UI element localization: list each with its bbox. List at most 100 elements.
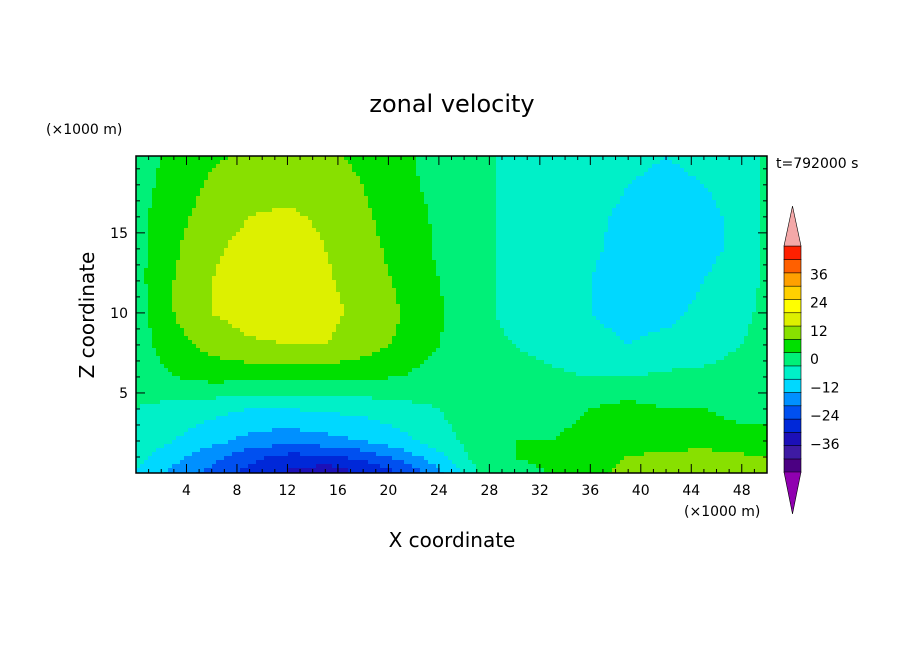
heatmap-cell — [636, 268, 641, 273]
heatmap-cell — [500, 240, 505, 245]
heatmap-cell — [624, 232, 629, 237]
heatmap-cell — [272, 280, 277, 285]
heatmap-cell — [208, 192, 213, 197]
heatmap-cell — [212, 204, 217, 209]
heatmap-cell — [732, 272, 737, 277]
heatmap-cell — [708, 244, 713, 249]
heatmap-cell — [532, 208, 537, 213]
heatmap-cell — [420, 216, 425, 221]
heatmap-cell — [764, 240, 768, 245]
heatmap-cell — [440, 208, 445, 213]
heatmap-cell — [372, 224, 377, 229]
heatmap-cell — [468, 204, 473, 209]
heatmap-cell — [464, 200, 469, 205]
heatmap-cell — [764, 184, 768, 189]
heatmap-cell — [744, 236, 749, 241]
heatmap-cell — [404, 212, 409, 217]
heatmap-cell — [564, 188, 569, 193]
heatmap-cell — [244, 240, 249, 245]
heatmap-cell — [684, 176, 689, 181]
heatmap-cell — [444, 192, 449, 197]
heatmap-cell — [332, 216, 337, 221]
heatmap-cell — [584, 268, 589, 273]
heatmap-cell — [456, 276, 461, 281]
heatmap-cell — [728, 180, 733, 185]
heatmap-cell — [608, 252, 613, 257]
heatmap-cell — [504, 192, 509, 197]
heatmap-cell — [544, 256, 549, 261]
heatmap-cell — [512, 228, 517, 233]
heatmap-cell — [548, 204, 553, 209]
heatmap-cell — [332, 184, 337, 189]
heatmap-cell — [416, 156, 421, 161]
heatmap-cell — [140, 264, 145, 269]
heatmap-cell — [424, 252, 429, 257]
heatmap-cell — [460, 204, 465, 209]
heatmap-cell — [692, 200, 697, 205]
heatmap-cell — [208, 200, 213, 205]
heatmap-cell — [156, 208, 161, 213]
heatmap-cell — [524, 236, 529, 241]
heatmap-cell — [644, 228, 649, 233]
heatmap-cell — [596, 244, 601, 249]
heatmap-cell — [736, 236, 741, 241]
heatmap-cell — [740, 192, 745, 197]
heatmap-cell — [328, 164, 333, 169]
heatmap-cell — [688, 208, 693, 213]
heatmap-cell — [224, 176, 229, 181]
heatmap-cell — [184, 272, 189, 277]
heatmap-cell — [452, 272, 457, 277]
heatmap-cell — [400, 192, 405, 197]
heatmap-cell — [340, 260, 345, 265]
heatmap-cell — [200, 276, 205, 281]
heatmap-cell — [692, 276, 697, 281]
heatmap-cell — [508, 244, 513, 249]
heatmap-cell — [724, 268, 729, 273]
heatmap-cell — [664, 200, 669, 205]
heatmap-cell — [136, 236, 141, 241]
heatmap-cell — [184, 220, 189, 225]
heatmap-cell — [468, 224, 473, 229]
heatmap-cell — [144, 232, 149, 237]
heatmap-cell — [144, 180, 149, 185]
heatmap-cell — [484, 248, 489, 253]
heatmap-cell — [424, 204, 429, 209]
heatmap-cell — [468, 196, 473, 201]
heatmap-cell — [240, 204, 245, 209]
heatmap-cell — [412, 204, 417, 209]
heatmap-cell — [508, 268, 513, 273]
heatmap-cell — [712, 164, 717, 169]
heatmap-cell — [352, 156, 357, 161]
heatmap-cell — [424, 168, 429, 173]
heatmap-cell — [600, 192, 605, 197]
heatmap-cell — [168, 216, 173, 221]
heatmap-cell — [504, 272, 509, 277]
heatmap-cell — [700, 192, 705, 197]
heatmap-cell — [612, 276, 617, 281]
heatmap-cell — [644, 164, 649, 169]
heatmap-cell — [468, 276, 473, 281]
heatmap-cell — [388, 252, 393, 257]
heatmap-cell — [736, 276, 741, 281]
heatmap-cell — [436, 208, 441, 213]
heatmap-cell — [248, 176, 253, 181]
heatmap-cell — [604, 216, 609, 221]
heatmap-cell — [360, 252, 365, 257]
heatmap-cell — [752, 172, 757, 177]
heatmap-cell — [476, 236, 481, 241]
heatmap-cell — [136, 272, 141, 277]
heatmap-cell — [532, 272, 537, 277]
heatmap-cell — [508, 188, 513, 193]
heatmap-cell — [376, 208, 381, 213]
heatmap-cell — [620, 240, 625, 245]
heatmap-cell — [352, 208, 357, 213]
heatmap-cell — [580, 200, 585, 205]
heatmap-cell — [348, 236, 353, 241]
heatmap-cell — [660, 272, 665, 277]
heatmap-cell — [628, 228, 633, 233]
heatmap-cell — [212, 276, 217, 281]
heatmap-cell — [164, 264, 169, 269]
heatmap-cell — [752, 200, 757, 205]
heatmap-cell — [404, 256, 409, 261]
heatmap-cell — [436, 180, 441, 185]
